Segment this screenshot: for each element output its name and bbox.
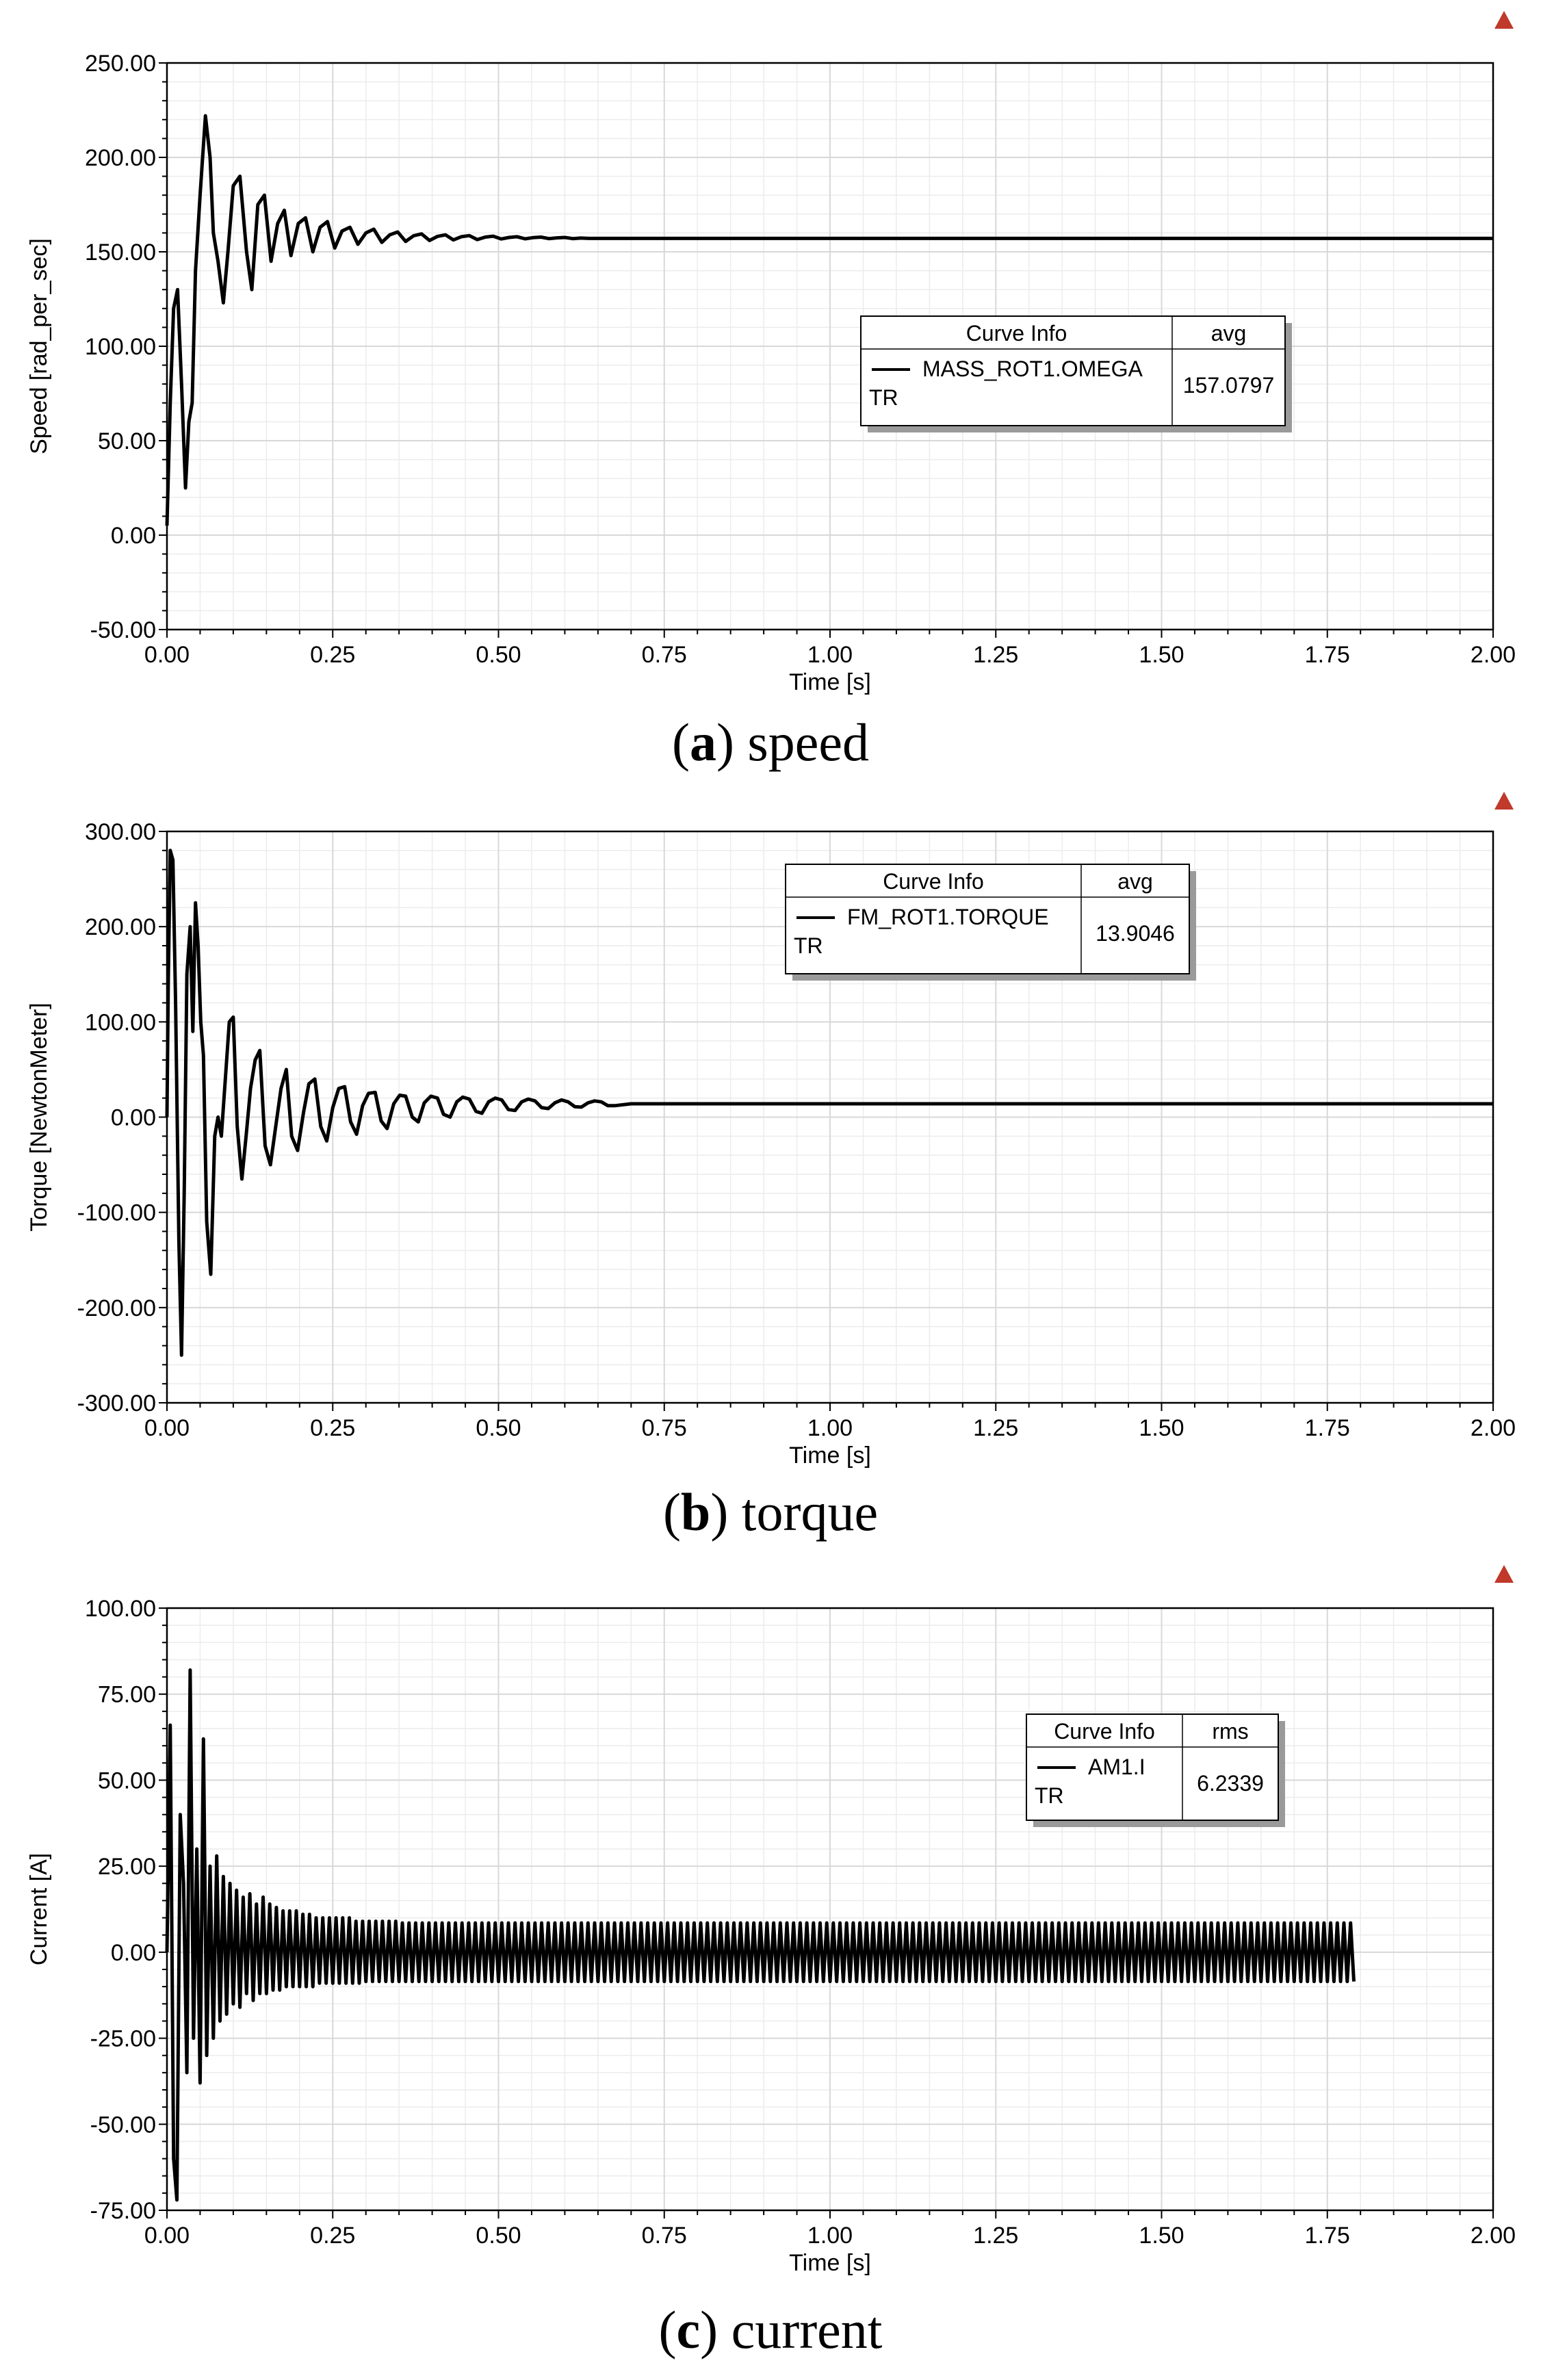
x-tick-label: 1.25 <box>973 2223 1018 2249</box>
y-tick-label: 0.00 <box>111 1105 156 1131</box>
legend-box: Curve Info rms AM1.I TR 6.2339 <box>1026 1713 1285 1827</box>
y-tick-label: -300.00 <box>77 1391 156 1417</box>
x-tick-label: 1.50 <box>1139 642 1184 668</box>
x-tick-label: 0.00 <box>144 1415 190 1441</box>
current-chart: 0.00 0.25 0.50 0.75 1.00 1.25 1.50 1.75 2.00 -75.… <box>26 1565 1516 2276</box>
x-tick-label: 0.25 <box>310 2223 355 2249</box>
y-axis-label: Current [A] <box>26 1853 52 1965</box>
caption-torque: (b) torque <box>662 1482 879 1542</box>
x-tick-label: 0.50 <box>476 1415 521 1441</box>
triangle-logo-icon <box>1494 11 1514 29</box>
x-tick-label: 2.00 <box>1471 2223 1516 2249</box>
y-tick-label: 150.00 <box>85 240 156 266</box>
legend-frame <box>860 315 1286 426</box>
x-tick-label: 0.00 <box>144 2223 190 2249</box>
legend-series-name: MASS_ROT1.OMEGA <box>922 357 1143 381</box>
caption-speed: (a) speed <box>671 712 870 772</box>
legend-stat-header: rms <box>1212 1719 1248 1744</box>
caption-text: speed <box>747 712 870 772</box>
legend-box: Curve Info avg MASS_ROT1.OMEGA TR 157.0797 <box>860 315 1292 432</box>
y-tick-label: 200.00 <box>85 914 156 940</box>
y-tick-label: 0.00 <box>111 523 156 549</box>
triangle-logo-icon <box>1494 792 1514 810</box>
y-axis-label: Speed [rad_per_sec] <box>26 238 52 454</box>
chart-panel-torque: 0.00 0.25 0.50 0.75 1.00 1.25 1.50 1.75 2.00 -300… <box>0 784 1541 1557</box>
legend-source: TR <box>1035 1783 1064 1808</box>
legend-header: Curve Info <box>966 321 1067 346</box>
axis-ticks <box>159 62 1494 638</box>
y-tick-label: -50.00 <box>90 2112 156 2138</box>
y-tick-label: -25.00 <box>90 2026 156 2052</box>
legend-source: TR <box>869 385 898 410</box>
caption-letter: a <box>689 712 716 772</box>
legend-series-name: FM_ROT1.TORQUE <box>847 905 1049 929</box>
legend-stat-value: 6.2339 <box>1197 1771 1264 1796</box>
x-axis-label: Time [s] <box>789 1443 871 1469</box>
caption-text: current <box>731 2300 883 2359</box>
legend-stat-value: 13.9046 <box>1096 921 1175 946</box>
x-tick-label: 0.75 <box>642 642 687 668</box>
series-line-0 <box>165 1668 1356 2202</box>
legend-frame <box>785 864 1190 974</box>
x-tick-label: 1.00 <box>807 642 853 668</box>
x-axis-label: Time [s] <box>789 669 871 695</box>
legend-series-name: AM1.I <box>1088 1755 1145 1779</box>
y-tick-label: 100.00 <box>85 1009 156 1035</box>
caption-letter: c <box>676 2300 701 2359</box>
chart-panel-speed: 0.00 0.25 0.50 0.75 1.00 1.25 1.50 1.75 2.00 -50.… <box>0 0 1541 772</box>
legend-stat-header: avg <box>1117 869 1153 894</box>
chart-panel-current: 0.00 0.25 0.50 0.75 1.00 1.25 1.50 1.75 2.00 -75.… <box>0 1557 1541 2380</box>
x-axis-label: Time [s] <box>789 2250 871 2276</box>
triangle-logo-icon <box>1494 1565 1514 1583</box>
y-tick-label: -100.00 <box>77 1200 156 1226</box>
y-tick-label: 25.00 <box>98 1854 156 1880</box>
x-tick-label: 1.25 <box>973 642 1018 668</box>
legend-stat-value: 157.0797 <box>1183 373 1274 398</box>
x-tick-label: 0.50 <box>476 642 521 668</box>
x-tick-label: 1.00 <box>807 2223 853 2249</box>
x-tick-label: 0.50 <box>476 2223 521 2249</box>
y-axis-label: Torque [NewtonMeter] <box>26 1003 52 1232</box>
x-tick-label: 1.50 <box>1139 1415 1184 1441</box>
axis-ticks <box>159 1607 1494 2219</box>
x-tick-label: 1.50 <box>1139 2223 1184 2249</box>
speed-chart: 0.00 0.25 0.50 0.75 1.00 1.25 1.50 1.75 2.00 -50.… <box>26 11 1516 695</box>
torque-chart: 0.00 0.25 0.50 0.75 1.00 1.25 1.50 1.75 2.00 -300… <box>26 792 1516 1469</box>
legend-source: TR <box>794 933 823 958</box>
y-tick-label: -200.00 <box>77 1295 156 1321</box>
x-tick-label: 0.75 <box>642 1415 687 1441</box>
x-tick-label: 0.00 <box>144 642 190 668</box>
caption-letter: b <box>680 1482 711 1542</box>
series-line-0 <box>165 849 1493 1357</box>
y-tick-label: 50.00 <box>98 428 156 454</box>
y-tick-label: 100.00 <box>85 1596 156 1622</box>
legend-header: Curve Info <box>883 869 984 894</box>
legend-stat-header: avg <box>1211 321 1247 346</box>
x-tick-label: 0.75 <box>642 2223 687 2249</box>
x-tick-label: 1.75 <box>1305 1415 1350 1441</box>
series-line-0 <box>165 114 1493 526</box>
x-tick-label: 1.75 <box>1305 642 1350 668</box>
y-tick-label: -50.00 <box>90 617 156 643</box>
caption-text: torque <box>741 1482 879 1542</box>
x-tick-label: 1.00 <box>807 1415 853 1441</box>
y-tick-label: 50.00 <box>98 1768 156 1794</box>
y-tick-label: 250.00 <box>85 51 156 77</box>
x-tick-label: 1.75 <box>1305 2223 1350 2249</box>
x-tick-label: 2.00 <box>1471 642 1516 668</box>
caption-current: (c) current <box>658 2300 883 2359</box>
y-tick-label: 300.00 <box>85 819 156 845</box>
x-tick-label: 1.25 <box>973 1415 1018 1441</box>
y-tick-label: 75.00 <box>98 1682 156 1708</box>
y-tick-label: 0.00 <box>111 1940 156 1966</box>
y-tick-label: -75.00 <box>90 2198 156 2224</box>
y-tick-label: 100.00 <box>85 334 156 360</box>
x-tick-label: 0.25 <box>310 1415 355 1441</box>
legend-header: Curve Info <box>1054 1719 1155 1744</box>
x-tick-label: 0.25 <box>310 642 355 668</box>
legend-box: Curve Info avg FM_ROT1.TORQUE TR 13.9046 <box>785 864 1196 981</box>
axis-ticks <box>159 831 1494 1411</box>
x-tick-label: 2.00 <box>1471 1415 1516 1441</box>
y-tick-label: 200.00 <box>85 145 156 171</box>
